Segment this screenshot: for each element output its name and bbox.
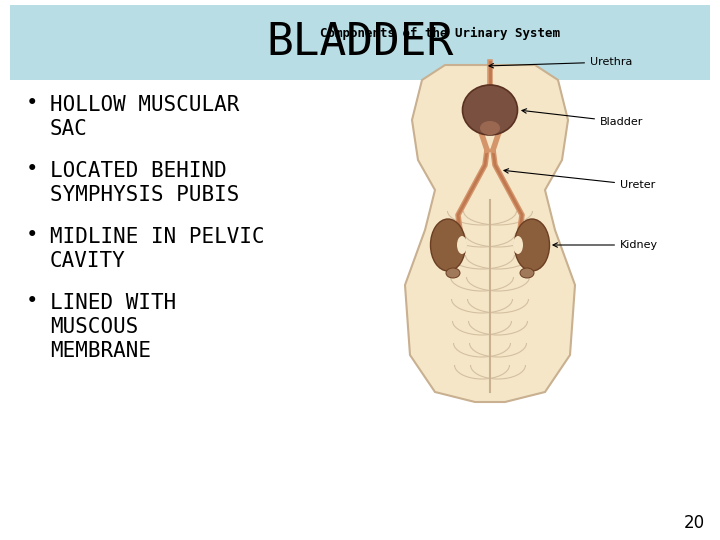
Text: •: • [26,93,38,113]
Ellipse shape [480,121,500,135]
Ellipse shape [462,85,518,135]
Ellipse shape [457,236,467,254]
Text: LOCATED BEHIND
SYMPHYSIS PUBIS: LOCATED BEHIND SYMPHYSIS PUBIS [50,161,239,205]
Text: 20: 20 [684,514,705,532]
Text: Bladder: Bladder [522,109,644,127]
Text: Components of the Urinary System: Components of the Urinary System [320,27,560,40]
Text: BLADDER: BLADDER [266,21,454,64]
Text: Kidney: Kidney [553,240,658,250]
Ellipse shape [520,268,534,278]
Ellipse shape [431,219,466,271]
Text: LINED WITH
MUSCOUS
MEMBRANE: LINED WITH MUSCOUS MEMBRANE [50,293,176,361]
Text: Ureter: Ureter [504,168,655,190]
Text: •: • [26,291,38,311]
Text: •: • [26,159,38,179]
Text: •: • [26,225,38,245]
FancyBboxPatch shape [10,5,710,80]
Polygon shape [405,65,575,402]
Ellipse shape [513,236,523,254]
Text: HOLLOW MUSCULAR
SAC: HOLLOW MUSCULAR SAC [50,95,239,139]
Text: Urethra: Urethra [489,57,632,68]
Text: MIDLINE IN PELVIC
CAVITY: MIDLINE IN PELVIC CAVITY [50,227,265,271]
Ellipse shape [446,268,460,278]
Ellipse shape [515,219,549,271]
